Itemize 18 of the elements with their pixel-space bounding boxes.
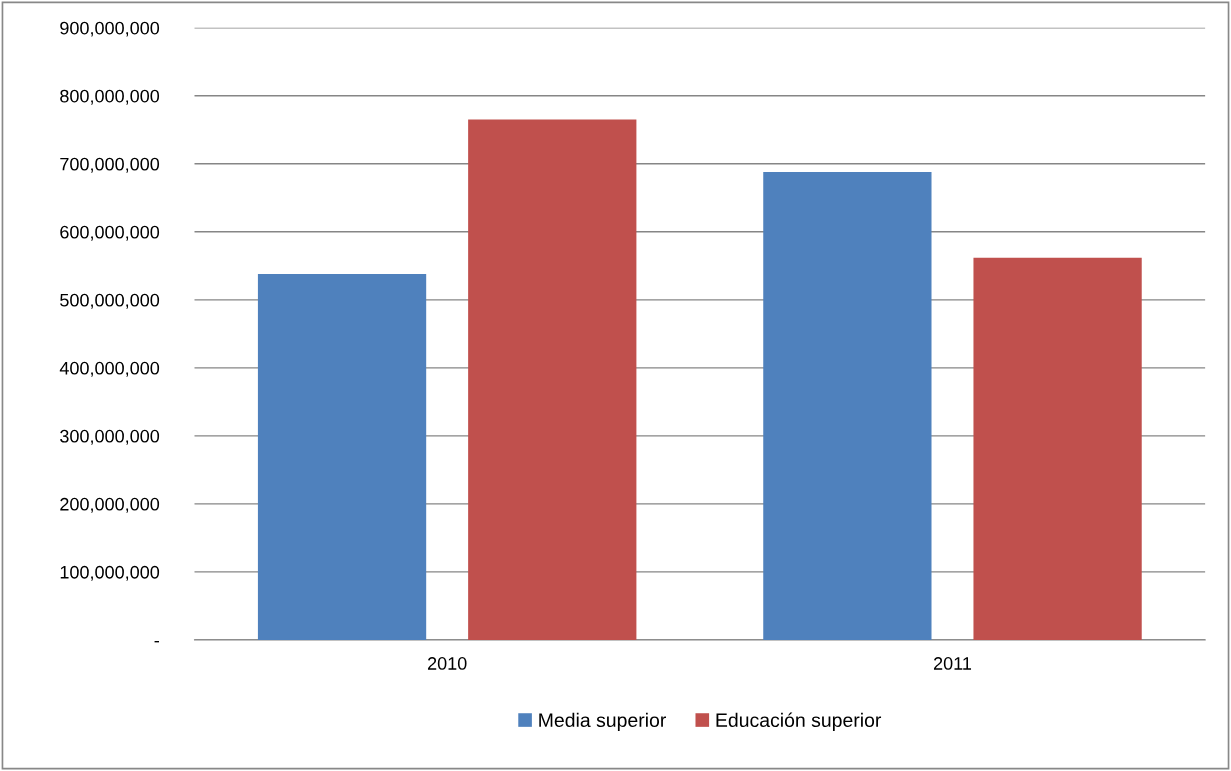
y-tick-label: 900,000,000 [60, 21, 160, 37]
y-tick-label: 200,000,000 [60, 497, 160, 513]
y-tick-label: 500,000,000 [60, 293, 160, 309]
bar [973, 257, 1142, 640]
y-tick-label: 600,000,000 [60, 225, 160, 241]
x-tick-label: 2011 [933, 657, 972, 670]
y-tick-label: 800,000,000 [60, 89, 160, 105]
bar [468, 119, 637, 640]
legend-label: Educación superior [716, 712, 882, 731]
y-tick-label: - [154, 640, 159, 643]
y-tick-label: 700,000,000 [60, 157, 160, 173]
bar [763, 171, 932, 640]
y-tick-label: 100,000,000 [60, 565, 160, 581]
x-tick-label: 2010 [427, 657, 467, 670]
y-tick-label: 400,000,000 [59, 361, 160, 377]
legend-label: Media superior [539, 712, 667, 731]
y-tick-label: 300,000,000 [60, 429, 160, 445]
bar [257, 273, 427, 640]
